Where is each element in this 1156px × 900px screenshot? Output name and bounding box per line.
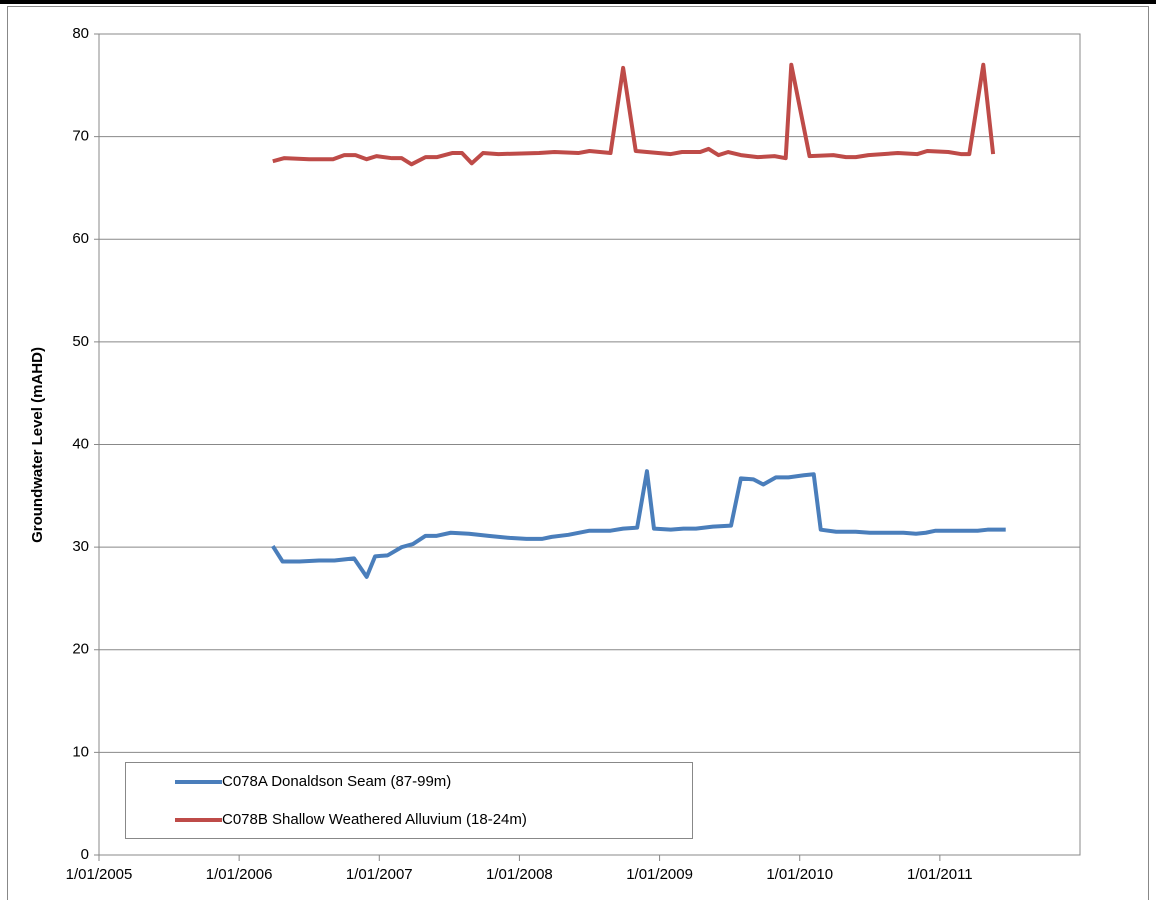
series-line <box>271 469 1006 579</box>
y-tick-label: 10 <box>72 743 89 760</box>
top-border <box>0 0 1156 4</box>
x-tick-label: 1/01/2009 <box>626 866 693 883</box>
y-tick-label: 30 <box>72 538 89 555</box>
x-tick-label: 1/01/2010 <box>766 866 833 883</box>
y-tick-label: 70 <box>72 128 89 145</box>
y-tick-label: 60 <box>72 230 89 247</box>
series-line <box>272 62 996 167</box>
x-tick-label: 1/01/2011 <box>907 866 973 883</box>
x-tick-label: 1/01/2006 <box>206 866 273 883</box>
y-tick-label: 0 <box>81 846 89 863</box>
x-tick-label: 1/01/2008 <box>486 866 553 883</box>
y-axis-label: Groundwater Level (mAHD) <box>29 347 46 543</box>
x-tick-label: 1/01/2005 <box>66 866 133 883</box>
chart-frame <box>7 6 1149 900</box>
y-tick-label: 80 <box>72 25 89 42</box>
y-tick-label: 50 <box>72 333 89 350</box>
y-tick-label: 20 <box>72 641 89 658</box>
x-tick-label: 1/01/2007 <box>346 866 413 883</box>
y-tick-label: 40 <box>72 435 89 452</box>
legend-box <box>125 762 693 839</box>
legend-label: C078B Shallow Weathered Alluvium (18-24m… <box>222 811 527 828</box>
legend-label: C078A Donaldson Seam (87-99m) <box>222 773 451 790</box>
